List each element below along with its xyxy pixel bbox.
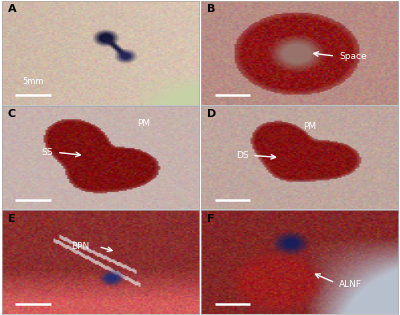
Text: F: F bbox=[207, 214, 214, 224]
Text: DS: DS bbox=[236, 151, 249, 160]
Text: D: D bbox=[207, 109, 216, 119]
Text: PM: PM bbox=[303, 122, 316, 131]
Text: PM: PM bbox=[137, 119, 150, 128]
Text: 5mm: 5mm bbox=[22, 77, 44, 86]
Text: ALNF: ALNF bbox=[339, 280, 362, 289]
Text: A: A bbox=[8, 4, 16, 14]
Text: SS: SS bbox=[41, 148, 53, 157]
Text: B: B bbox=[207, 4, 215, 14]
Text: BPN: BPN bbox=[71, 242, 89, 251]
Text: C: C bbox=[8, 109, 16, 119]
Text: Space: Space bbox=[339, 52, 367, 60]
Text: E: E bbox=[8, 214, 15, 224]
